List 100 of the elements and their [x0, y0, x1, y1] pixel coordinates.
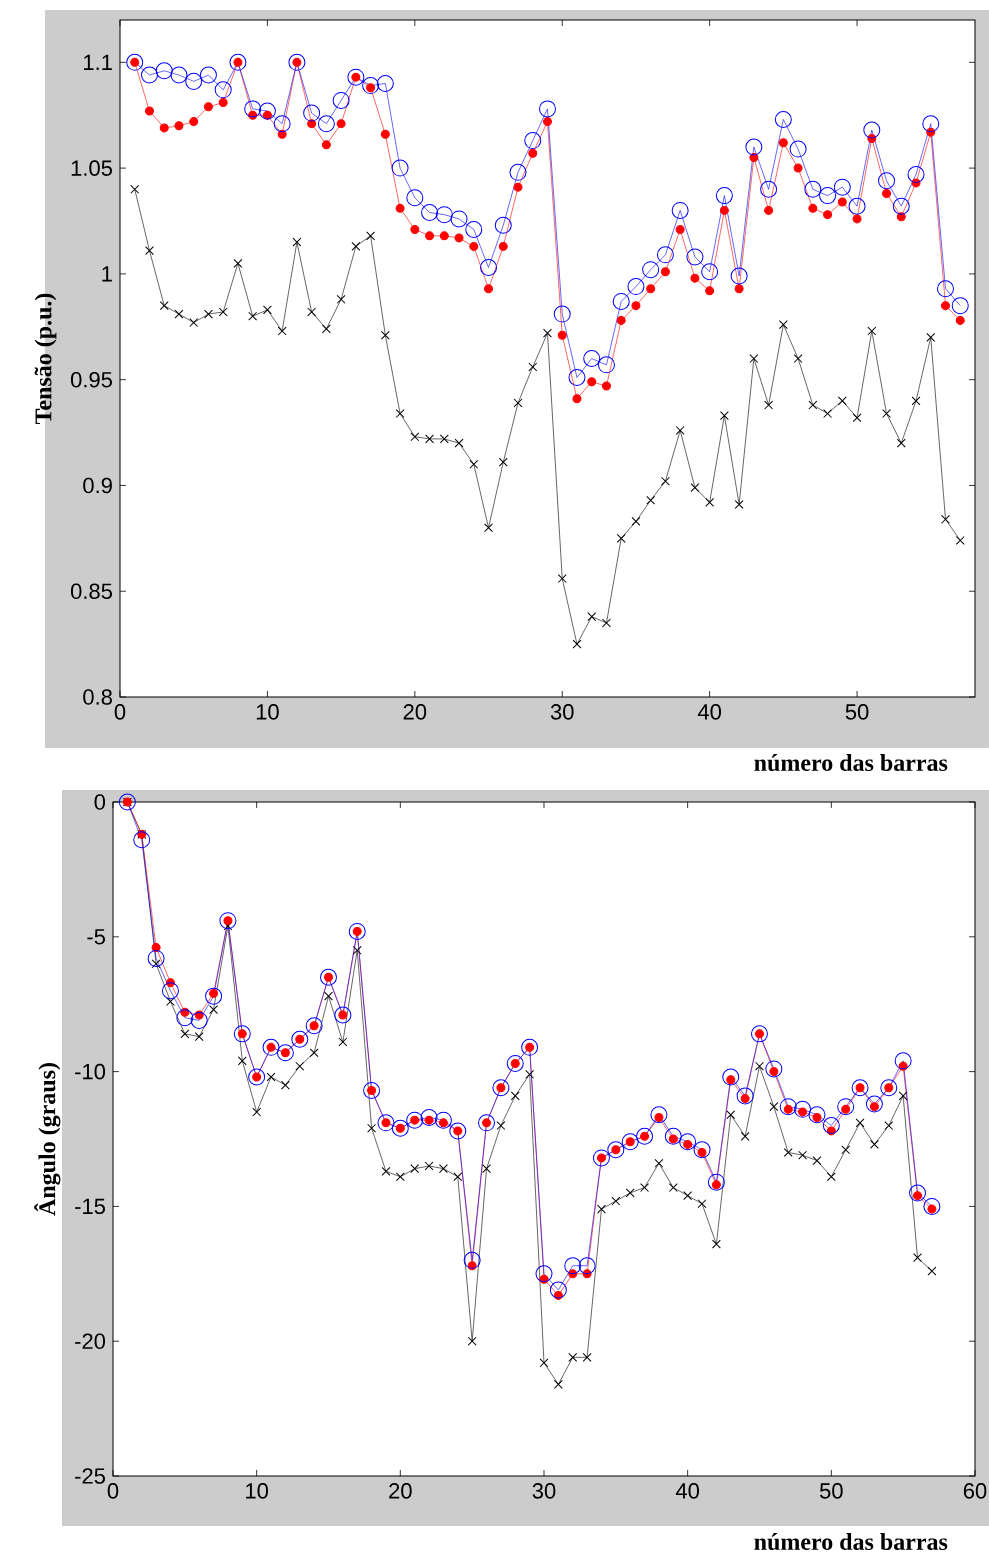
point	[607, 1141, 625, 1159]
point	[646, 495, 656, 505]
point	[896, 438, 906, 448]
point	[539, 1358, 549, 1368]
point	[867, 326, 877, 336]
point	[636, 1127, 654, 1145]
point	[151, 959, 161, 969]
point	[276, 1044, 294, 1062]
point	[865, 1095, 883, 1113]
point	[494, 216, 512, 234]
point	[147, 949, 165, 967]
point	[180, 1029, 190, 1039]
point	[363, 1081, 381, 1099]
point	[334, 1006, 352, 1024]
point	[789, 140, 807, 158]
point	[671, 201, 689, 219]
point	[808, 1106, 826, 1124]
point	[376, 74, 394, 92]
point	[719, 205, 729, 215]
point	[496, 1121, 506, 1130]
x-tick-label: 30	[532, 1483, 556, 1499]
point	[166, 997, 175, 1006]
point	[955, 536, 965, 545]
point	[391, 159, 409, 177]
point	[377, 1114, 395, 1132]
point	[913, 1253, 922, 1263]
point	[288, 53, 306, 71]
point	[252, 1107, 262, 1117]
point	[524, 132, 542, 150]
point	[878, 172, 896, 190]
y-tick-label: -10	[75, 1063, 106, 1080]
point	[852, 413, 862, 423]
point	[406, 189, 424, 207]
point	[808, 400, 818, 410]
point	[205, 987, 223, 1005]
point	[764, 400, 774, 410]
point	[467, 1336, 477, 1346]
point	[848, 197, 866, 215]
y-tick-label: 1	[102, 266, 112, 282]
point	[380, 129, 390, 139]
point	[602, 618, 611, 628]
point	[740, 1131, 750, 1141]
y-tick-label: 0.95	[70, 371, 112, 388]
point	[683, 1191, 693, 1201]
point	[463, 1251, 481, 1269]
point	[631, 301, 641, 311]
point	[480, 259, 498, 277]
point	[309, 1048, 319, 1058]
x-tick-label: 40	[697, 704, 721, 720]
point	[233, 1025, 251, 1043]
point	[927, 1266, 937, 1276]
point	[882, 189, 892, 198]
point	[582, 1352, 592, 1362]
point	[366, 231, 376, 241]
point	[380, 330, 390, 340]
point	[291, 1030, 309, 1048]
point	[955, 315, 965, 325]
point	[882, 409, 892, 418]
point	[749, 354, 759, 363]
point	[693, 1141, 711, 1159]
point	[937, 280, 955, 298]
point	[513, 182, 523, 192]
point	[597, 1204, 606, 1214]
x-tick-label: 20	[403, 704, 427, 720]
point	[819, 187, 837, 205]
point	[909, 1184, 927, 1202]
y-tick-label: 1.05	[71, 160, 112, 176]
point	[880, 1079, 898, 1097]
point	[144, 106, 154, 116]
point	[592, 1149, 610, 1167]
point	[668, 1183, 678, 1193]
point	[170, 66, 188, 84]
point	[837, 1098, 855, 1116]
point	[498, 457, 508, 467]
point	[321, 140, 331, 150]
y-tick-label: 0.85	[70, 583, 112, 600]
point	[749, 153, 759, 163]
point	[578, 1257, 596, 1275]
point	[726, 1110, 736, 1120]
point	[434, 1111, 452, 1129]
point	[324, 991, 333, 1001]
point	[469, 241, 479, 251]
point	[951, 297, 969, 315]
point	[484, 523, 493, 533]
point	[174, 309, 184, 319]
point	[161, 982, 179, 1000]
point	[159, 301, 169, 311]
point	[734, 284, 744, 294]
point	[292, 237, 302, 247]
point	[734, 500, 744, 509]
point	[189, 117, 199, 127]
point	[391, 1119, 409, 1137]
point	[616, 533, 626, 543]
point	[406, 1111, 424, 1129]
point	[145, 246, 154, 256]
point	[439, 434, 449, 444]
point	[764, 205, 774, 215]
point	[190, 1011, 208, 1029]
point	[907, 165, 925, 183]
point	[498, 241, 508, 251]
